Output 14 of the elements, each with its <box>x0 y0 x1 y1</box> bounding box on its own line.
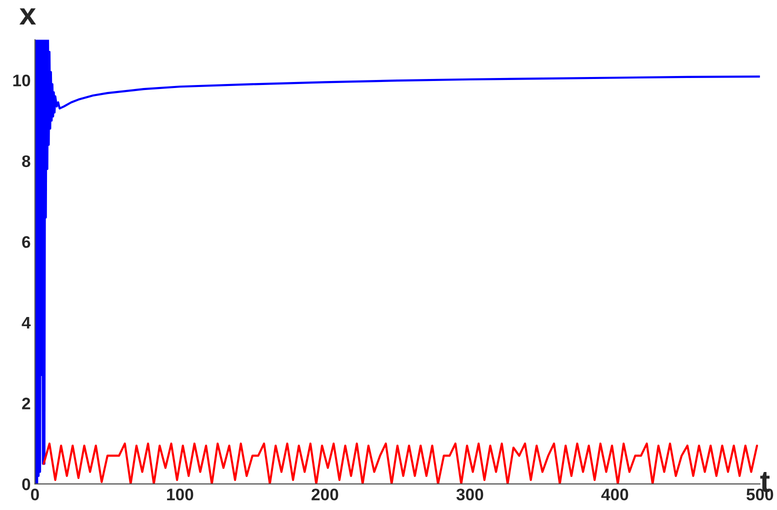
y-tick-label: 4 <box>22 317 31 328</box>
x-tick-label: 300 <box>456 488 484 500</box>
line-series <box>42 442 758 484</box>
x-tick-label: 200 <box>312 488 338 500</box>
line-series <box>34 40 760 484</box>
y-axis-title: x <box>19 8 36 25</box>
x-tick-label: 100 <box>167 488 194 500</box>
y-tick-label: 6 <box>22 236 30 248</box>
y-tick-label: 10 <box>13 74 30 86</box>
y-tick-label: 2 <box>22 398 30 410</box>
x-tick-label: 0 <box>30 488 39 500</box>
y-tick-label: 8 <box>22 155 30 168</box>
x-tick-label: 400 <box>601 488 628 500</box>
y-tick-label: 0 <box>22 478 30 490</box>
